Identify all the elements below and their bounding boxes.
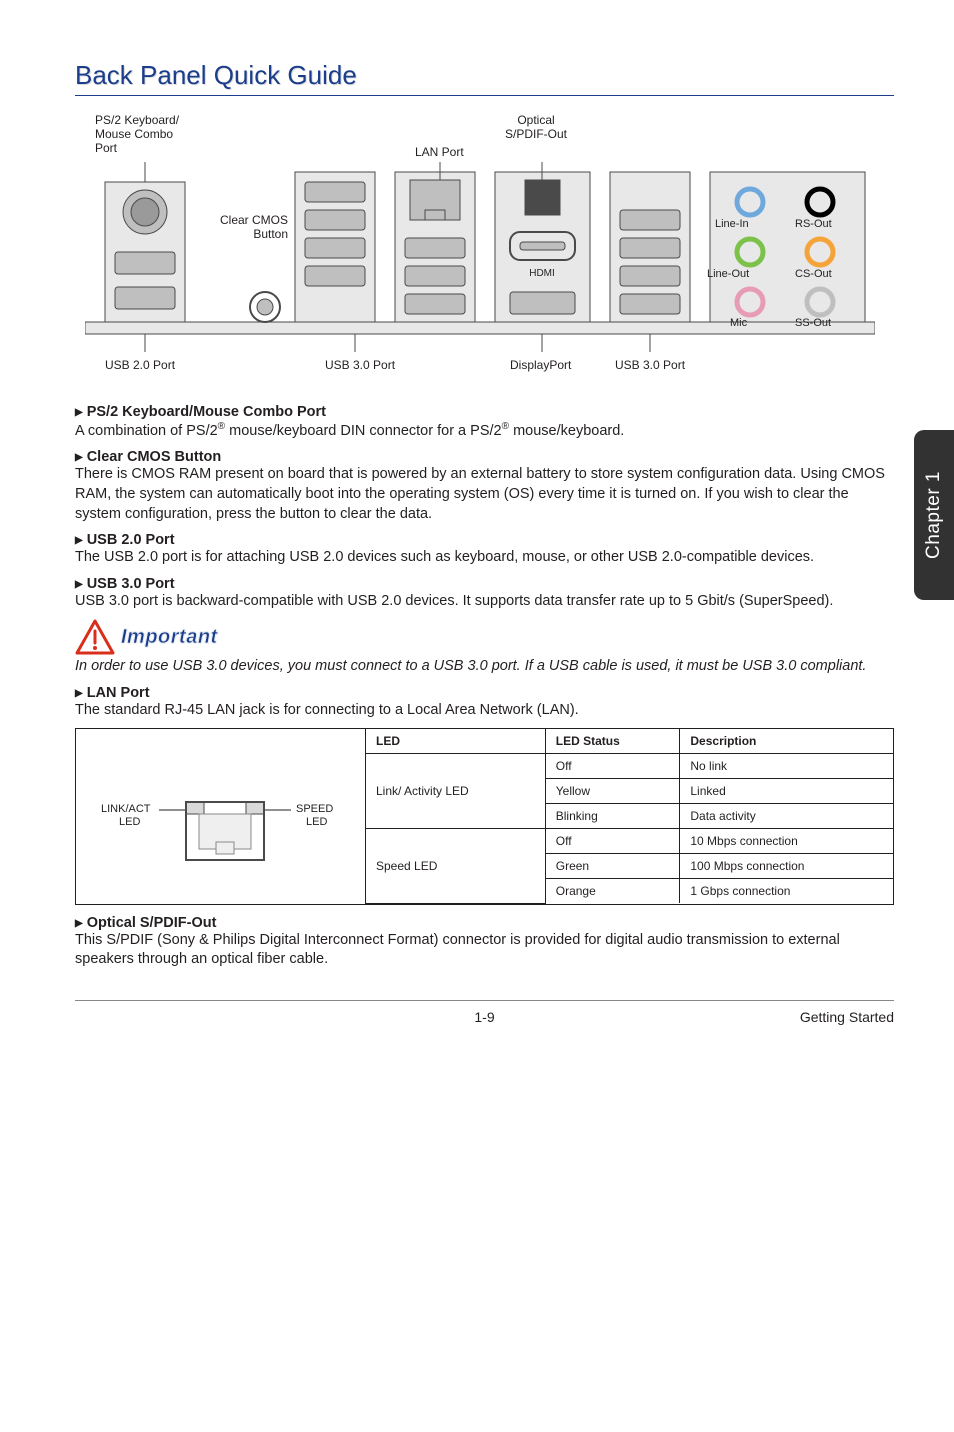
heading-lan: LAN Port: [75, 685, 894, 701]
footer-section: Getting Started: [800, 1009, 894, 1025]
lan-td-desc-3: 10 Mbps connection: [680, 829, 893, 854]
footer-pagenum: 1-9: [474, 1009, 494, 1025]
heading-usb20: USB 2.0 Port: [75, 532, 894, 548]
heading-usb30: USB 3.0 Port: [75, 576, 894, 592]
reg-2: ®: [502, 421, 509, 432]
lan-td-status-0: Off: [545, 754, 680, 779]
important-label: Important: [121, 626, 218, 649]
page-footer: 1-9 Getting Started: [75, 1000, 894, 1025]
label-usb30a: USB 3.0 Port: [325, 359, 395, 373]
body-important: In order to use USB 3.0 devices, you mus…: [75, 657, 894, 677]
back-panel-diagram: PS/2 Keyboard/ Mouse Combo Port Optical …: [75, 114, 894, 384]
lan-td-desc-1: Linked: [680, 779, 893, 804]
lan-td-desc-2: Data activity: [680, 804, 893, 829]
body-optical: This S/PDIF (Sony & Philips Digital Inte…: [75, 931, 894, 970]
label-rsout: RS-Out: [795, 218, 832, 231]
lan-th-led: LED: [366, 729, 545, 754]
page-title: Back Panel Quick Guide: [75, 60, 894, 91]
lan-jack-figure: LINK/ACT LED SPEED LED: [76, 729, 366, 904]
important-callout: Important: [75, 619, 894, 655]
diagram-svg: HDMI: [85, 162, 875, 372]
lan-td-desc-5: 1 Gbps connection: [680, 879, 893, 904]
body-clearcmos: There is CMOS RAM present on board that …: [75, 465, 894, 524]
label-lineout: Line-Out: [707, 268, 749, 281]
lan-figure-table: LINK/ACT LED SPEED LED LED LED Status De…: [75, 728, 894, 905]
svg-text:HDMI: HDMI: [529, 268, 555, 279]
lan-td-status-5: Orange: [545, 879, 680, 904]
body-lan: The standard RJ-45 LAN jack is for conne…: [75, 701, 894, 721]
title-underline: [75, 95, 894, 96]
heading-ps2: PS/2 Keyboard/Mouse Combo Port: [75, 404, 894, 420]
label-lan: LAN Port: [415, 146, 464, 160]
lan-td-led-0: Link/ Activity LED: [366, 754, 545, 829]
lan-led-table: LED LED Status Description Link/ Activit…: [366, 729, 893, 904]
lan-td-status-2: Blinking: [545, 804, 680, 829]
lan-th-desc: Description: [680, 729, 893, 754]
label-ssout: SS-Out: [795, 317, 831, 330]
body-usb20: The USB 2.0 port is for attaching USB 2.…: [75, 548, 894, 568]
lan-th-status: LED Status: [545, 729, 680, 754]
page-container: Back Panel Quick Guide PS/2 Keyboard/ Mo…: [0, 0, 954, 1055]
svg-text:LED: LED: [306, 816, 327, 828]
label-linein: Line-In: [715, 218, 749, 231]
label-usb30b: USB 3.0 Port: [615, 359, 685, 373]
label-usb20: USB 2.0 Port: [105, 359, 175, 373]
body-ps2: A combination of PS/2 ® mouse/keyboard DI…: [75, 420, 894, 441]
svg-text:SPEED: SPEED: [296, 803, 333, 815]
lan-jack-svg: LINK/ACT LED SPEED LED: [91, 762, 351, 872]
lan-td-desc-0: No link: [680, 754, 893, 779]
label-displayport: DisplayPort: [510, 359, 571, 373]
label-ps2: PS/2 Keyboard/ Mouse Combo Port: [95, 114, 179, 155]
heading-clearcmos: Clear CMOS Button: [75, 449, 894, 465]
warning-icon: [75, 619, 115, 655]
lan-td-desc-4: 100 Mbps connection: [680, 854, 893, 879]
lan-td-led-3: Speed LED: [366, 829, 545, 904]
lan-td-status-3: Off: [545, 829, 680, 854]
body-ps2-c: mouse/keyboard.: [509, 423, 624, 439]
body-usb30: USB 3.0 port is backward-compatible with…: [75, 592, 894, 612]
label-csout: CS-Out: [795, 268, 832, 281]
lan-td-status-4: Green: [545, 854, 680, 879]
svg-text:LED: LED: [119, 816, 140, 828]
label-mic: Mic: [730, 317, 747, 330]
heading-optical: Optical S/PDIF-Out: [75, 915, 894, 931]
label-optical: Optical S/PDIF-Out: [505, 114, 567, 142]
body-ps2-b: mouse/keyboard DIN connector for a PS/2: [225, 423, 501, 439]
svg-text:LINK/ACT: LINK/ACT: [101, 803, 151, 815]
body-ps2-a: A combination of PS/2: [75, 423, 218, 439]
lan-td-status-1: Yellow: [545, 779, 680, 804]
